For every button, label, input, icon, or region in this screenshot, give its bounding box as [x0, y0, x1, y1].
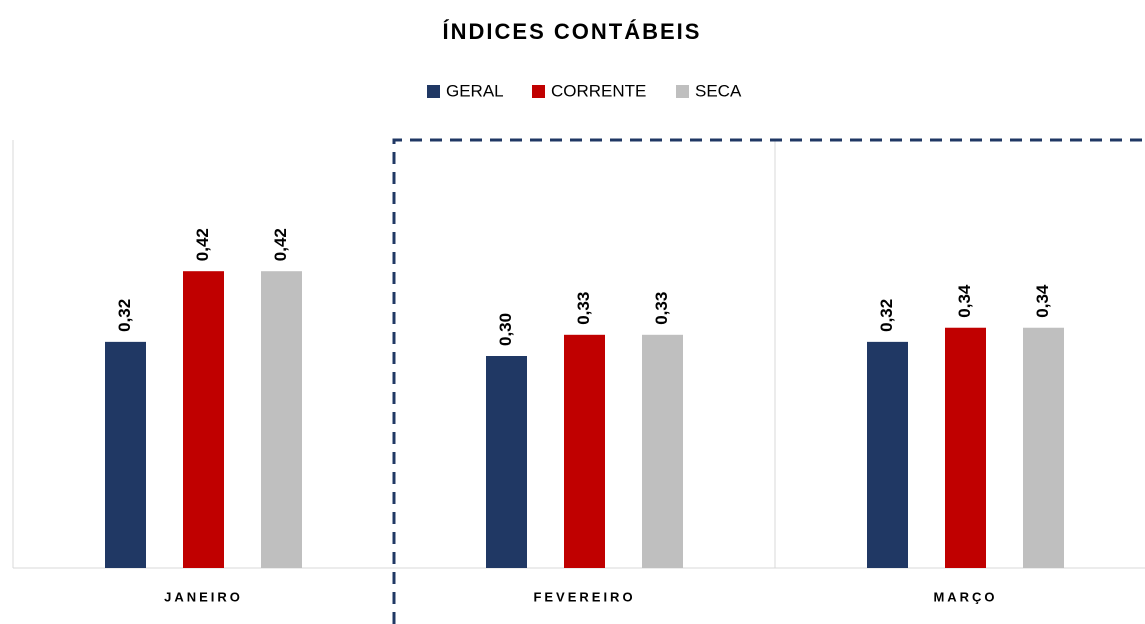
highlight-frame: [392, 138, 1145, 624]
legend-swatch: [427, 85, 440, 98]
value-label: 0,42: [271, 228, 290, 261]
legend-swatch: [676, 85, 689, 98]
bar: [564, 334, 605, 568]
legend-label: GERAL: [446, 81, 504, 100]
bar: [183, 271, 224, 568]
bar: [261, 271, 302, 568]
bar: [486, 356, 527, 568]
value-label: 0,32: [115, 299, 134, 332]
value-label: 0,34: [955, 284, 974, 318]
bar: [867, 341, 908, 568]
x-tick-label: JANEIRO: [164, 589, 243, 604]
value-label: 0,33: [652, 292, 671, 325]
bar: [105, 341, 146, 568]
x-tick-label: MARÇO: [933, 589, 997, 604]
legend-label: SECA: [695, 81, 742, 100]
legend-label: CORRENTE: [551, 81, 646, 100]
bar: [642, 334, 683, 568]
chart-title: ÍNDICES CONTÁBEIS: [443, 19, 702, 44]
bar: [945, 327, 986, 568]
value-label: 0,33: [574, 292, 593, 325]
value-label: 0,34: [1033, 284, 1052, 318]
legend-swatch: [532, 85, 545, 98]
value-label: 0,42: [193, 228, 212, 261]
value-label: 0,32: [877, 299, 896, 332]
x-tick-label: FEVEREIRO: [533, 589, 635, 604]
value-label: 0,30: [496, 313, 515, 346]
bar: [1023, 327, 1064, 568]
